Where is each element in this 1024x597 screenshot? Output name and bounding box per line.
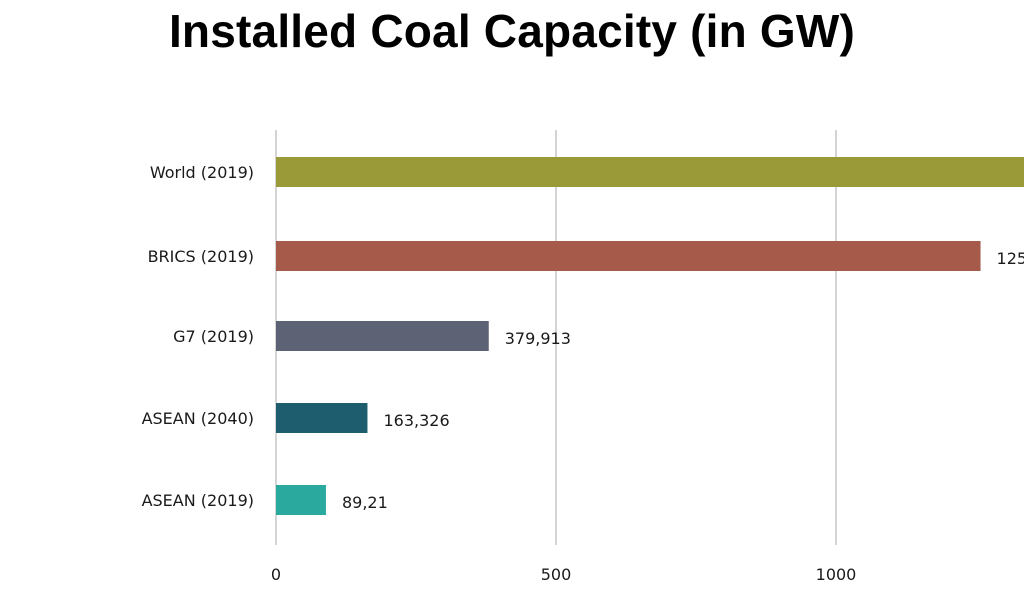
- category-label-4: ASEAN (2019): [142, 491, 254, 510]
- chart-title: Installed Coal Capacity (in GW): [168, 5, 856, 57]
- bar-4: [276, 485, 326, 515]
- category-label-3: ASEAN (2040): [142, 409, 254, 428]
- category-label-0: World (2019): [150, 163, 254, 182]
- bar-0: [276, 157, 1024, 187]
- data-label-2: 379,913: [505, 329, 571, 348]
- bar-3: [276, 403, 368, 433]
- bar-2: [276, 321, 489, 351]
- x-tick-labels: 0500100015002000: [271, 565, 857, 584]
- data-label-3: 163,326: [383, 411, 449, 430]
- category-label-2: G7 (2019): [173, 327, 254, 346]
- x-tick-label-1000: 1000: [816, 565, 857, 584]
- bar-1: [276, 241, 981, 271]
- data-label-4: 89,21: [342, 493, 388, 512]
- x-tick-label-500: 500: [541, 565, 572, 584]
- category-labels: World (2019) BRICS (2019) G7 (2019) ASEAN (…: [142, 163, 254, 510]
- data-label-1: 1258,106: [997, 249, 1024, 268]
- category-label-1: BRICS (2019): [148, 247, 254, 266]
- bars: [276, 157, 1024, 515]
- x-tick-label-0: 0: [271, 565, 281, 584]
